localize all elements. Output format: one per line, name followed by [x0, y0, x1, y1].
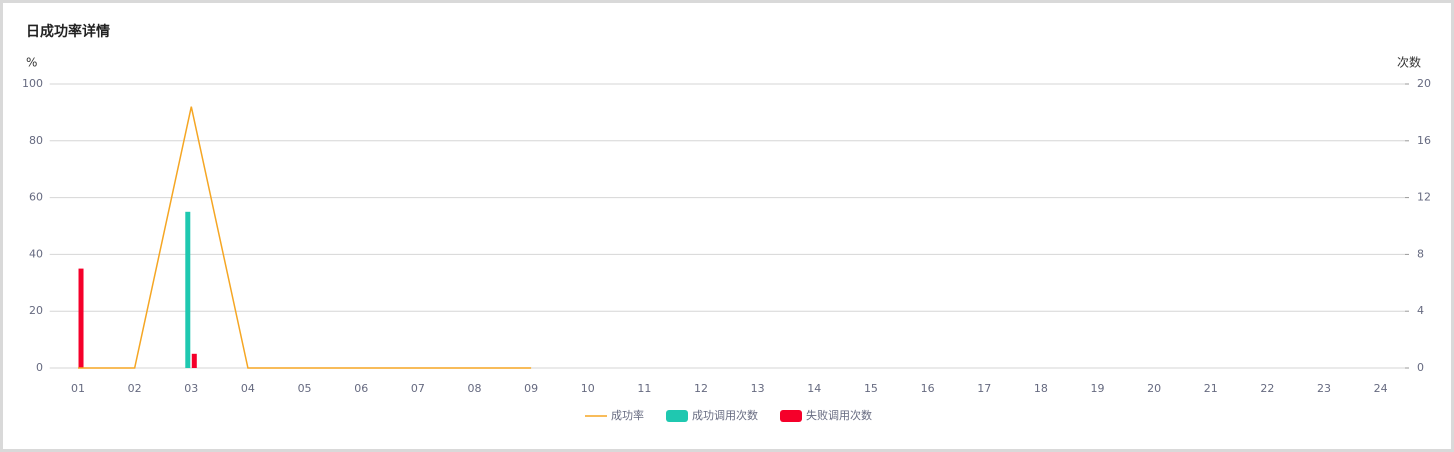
- x-tick-label: 01: [71, 382, 85, 395]
- legend-swatch: [780, 410, 802, 422]
- y-axis-label: %: [26, 56, 37, 70]
- x-tick-label: 17: [977, 382, 991, 395]
- y2-tick-label: 16: [1417, 134, 1431, 147]
- y2-axis-label: 次数: [1397, 55, 1421, 70]
- bar: [185, 211, 191, 368]
- y2-tick-label: 0: [1417, 361, 1424, 374]
- x-tick-label: 21: [1204, 382, 1218, 395]
- x-tick-label: 09: [524, 382, 538, 395]
- x-tick-label: 03: [184, 382, 198, 395]
- legend-label: 成功调用次数: [692, 408, 758, 422]
- x-tick-label: 04: [241, 382, 255, 395]
- x-tick-label: 02: [128, 382, 142, 395]
- x-tick-label: 23: [1317, 382, 1331, 395]
- bar: [78, 268, 84, 368]
- x-tick-label: 15: [864, 382, 878, 395]
- x-tick-label: 11: [637, 382, 651, 395]
- y2-tick-label: 8: [1417, 247, 1424, 260]
- x-tick-label: 10: [581, 382, 595, 395]
- x-tick-label: 06: [354, 382, 368, 395]
- y-tick-label: 20: [29, 304, 43, 317]
- legend-swatch: [666, 410, 688, 422]
- y-tick-label: 80: [29, 134, 43, 147]
- x-tick-label: 05: [298, 382, 312, 395]
- x-tick-label: 07: [411, 382, 425, 395]
- x-tick-label: 14: [807, 382, 821, 395]
- x-tick-label: 13: [751, 382, 765, 395]
- x-tick-label: 08: [467, 382, 481, 395]
- y2-tick-label: 20: [1417, 77, 1431, 90]
- x-tick-label: 19: [1090, 382, 1104, 395]
- x-tick-label: 22: [1260, 382, 1274, 395]
- x-tick-label: 18: [1034, 382, 1048, 395]
- y-tick-label: 40: [29, 247, 43, 260]
- y-tick-label: 0: [36, 361, 43, 374]
- bar: [191, 353, 197, 368]
- y-tick-label: 100: [22, 77, 43, 90]
- line: [78, 106, 532, 369]
- x-tick-label: 12: [694, 382, 708, 395]
- x-tick-label: 24: [1374, 382, 1388, 395]
- y2-tick-label: 4: [1417, 304, 1424, 317]
- y2-tick-label: 12: [1417, 191, 1431, 204]
- y-tick-label: 60: [29, 191, 43, 204]
- chart-title: 日成功率详情: [26, 23, 110, 40]
- legend-label: 失败调用次数: [806, 408, 872, 422]
- legend-label: 成功率: [611, 408, 644, 422]
- x-tick-label: 20: [1147, 382, 1161, 395]
- x-tick-label: 16: [921, 382, 935, 395]
